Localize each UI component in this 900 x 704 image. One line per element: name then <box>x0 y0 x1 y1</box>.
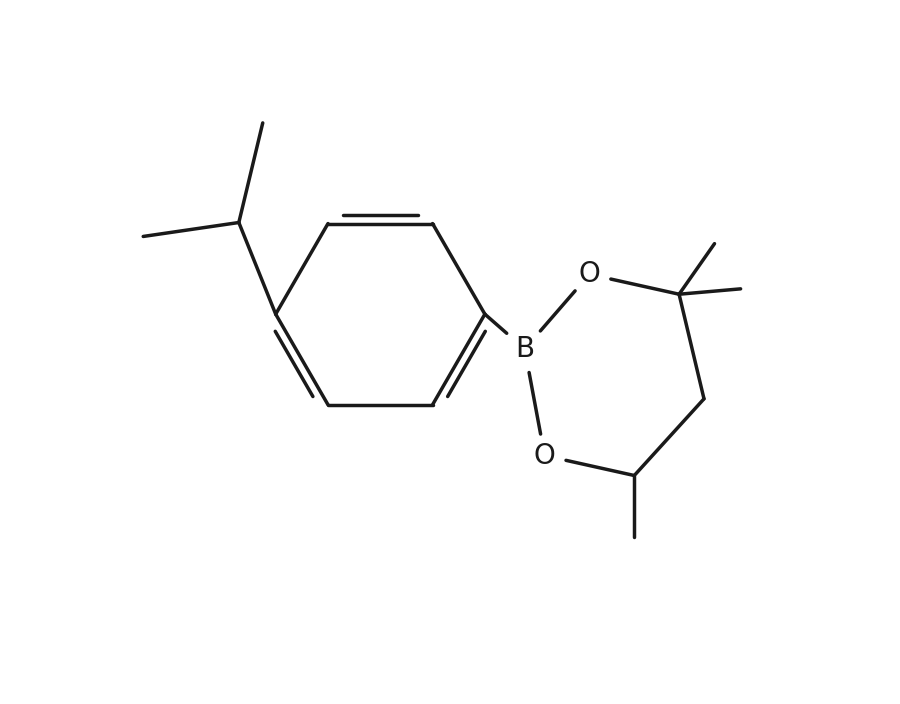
Text: O: O <box>579 260 600 289</box>
Text: B: B <box>515 335 535 363</box>
Text: O: O <box>534 441 555 470</box>
